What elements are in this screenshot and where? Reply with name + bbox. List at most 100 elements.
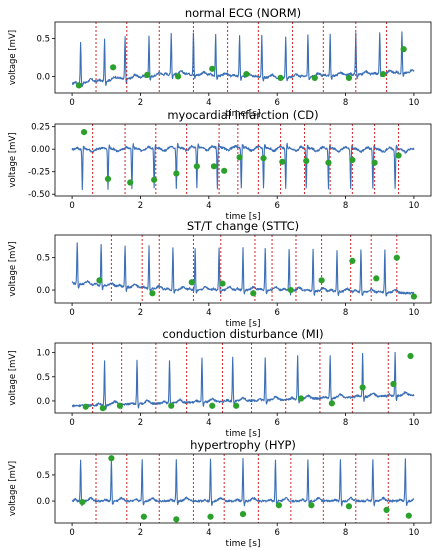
y-tick-label: -0.25 bbox=[28, 168, 50, 178]
plot-frame bbox=[54, 234, 432, 304]
x-tick-label: 10 bbox=[408, 308, 419, 318]
marker-point bbox=[275, 502, 282, 509]
marker-point bbox=[209, 65, 216, 72]
y-axis-label: voltage [mV] bbox=[8, 461, 18, 516]
marker-point bbox=[193, 163, 200, 170]
x-tick-label: 0 bbox=[69, 528, 74, 538]
x-tick-label: 6 bbox=[274, 418, 279, 428]
y-tick-label: 1.0 bbox=[36, 349, 50, 359]
marker-point bbox=[349, 156, 356, 164]
marker-point bbox=[96, 277, 103, 284]
y-tick-label: 0.0 bbox=[36, 72, 50, 82]
ecg-panel-2: myocardial infarction (CD) 0 2 4 6 8 10 0.25 0.0… bbox=[8, 108, 432, 222]
y-axis-label: voltage [mV] bbox=[8, 350, 18, 405]
marker-point bbox=[380, 71, 387, 78]
x-tick-label: 0 bbox=[69, 418, 74, 428]
marker-point bbox=[210, 163, 218, 170]
x-axis-label: time [s] bbox=[226, 212, 261, 222]
ecg-panel-5: hypertrophy (HYP) 0 2 4 6 8 10 0.5 0.0 time [s] vo… bbox=[8, 438, 432, 549]
x-tick-label: 10 bbox=[408, 98, 419, 108]
y-tick-label: 0.0 bbox=[36, 286, 50, 296]
panel-title: normal ECG (NORM) bbox=[185, 6, 301, 20]
marker-point bbox=[173, 516, 180, 523]
marker-point bbox=[173, 170, 180, 177]
marker-point bbox=[116, 402, 124, 409]
marker-point bbox=[410, 293, 418, 300]
panel-title: myocardial infarction (CD) bbox=[167, 108, 318, 122]
plot-frame bbox=[54, 123, 432, 197]
x-tick-label: 2 bbox=[138, 418, 143, 428]
marker-point bbox=[127, 179, 134, 186]
marker-point bbox=[207, 513, 214, 520]
marker-point bbox=[383, 506, 390, 514]
marker-point bbox=[104, 175, 112, 182]
x-tick-label: 6 bbox=[274, 201, 279, 211]
marker-point bbox=[328, 400, 335, 407]
marker-point bbox=[236, 154, 243, 161]
marker-point bbox=[168, 402, 175, 409]
marker-point bbox=[318, 277, 325, 284]
y-tick-label: 0.5 bbox=[36, 35, 50, 45]
plot-frame bbox=[54, 453, 432, 524]
x-tick-label: 6 bbox=[274, 308, 279, 318]
x-tick-label: 8 bbox=[343, 308, 348, 318]
marker-point bbox=[308, 502, 315, 509]
x-tick-label: 8 bbox=[343, 528, 348, 538]
marker-point bbox=[250, 290, 257, 297]
marker-point bbox=[373, 275, 380, 282]
marker-point bbox=[345, 74, 353, 81]
marker-point bbox=[108, 455, 115, 462]
x-tick-label: 4 bbox=[206, 201, 211, 211]
plot-frame bbox=[54, 342, 432, 414]
x-axis-label: time [s] bbox=[226, 109, 261, 119]
x-tick-label: 0 bbox=[69, 308, 74, 318]
y-tick-label: 0.25 bbox=[31, 123, 50, 133]
x-tick-label: 2 bbox=[138, 201, 143, 211]
marker-point bbox=[359, 384, 366, 391]
x-tick-label: 4 bbox=[206, 98, 211, 108]
x-tick-label: 10 bbox=[408, 528, 419, 538]
y-tick-label: 0.5 bbox=[36, 254, 50, 264]
marker-point bbox=[395, 152, 402, 159]
ecg-panel-4: conduction disturbance (MI) 0 2 4 6 8 10 0.0 0.5… bbox=[8, 327, 432, 439]
panel-title: hypertrophy (HYP) bbox=[190, 438, 296, 452]
marker-point bbox=[325, 159, 332, 166]
marker-point bbox=[110, 64, 117, 71]
marker-point bbox=[221, 167, 228, 174]
y-tick-label: 0.0 bbox=[36, 497, 50, 507]
marker-point bbox=[188, 279, 195, 286]
x-tick-label: 6 bbox=[274, 98, 279, 108]
x-tick-label: 4 bbox=[206, 418, 211, 428]
marker-point bbox=[260, 155, 267, 162]
marker-point bbox=[79, 498, 86, 506]
marker-point bbox=[298, 395, 305, 402]
marker-point bbox=[149, 290, 156, 297]
marker-point bbox=[209, 402, 216, 409]
ecg-signal bbox=[71, 458, 415, 507]
panel-title: ST/T change (STTC) bbox=[187, 219, 299, 233]
x-axis-label: time [s] bbox=[226, 539, 261, 549]
x-tick-label: 0 bbox=[69, 201, 74, 211]
x-tick-label: 2 bbox=[138, 528, 143, 538]
ecg-signal bbox=[71, 351, 415, 410]
ecg-panel-3: ST/T change (STTC) 0 2 4 6 8 10 0.0 0.5 time [s] v… bbox=[8, 219, 432, 329]
y-tick-label: -0.50 bbox=[28, 190, 50, 200]
plot-frame bbox=[54, 21, 432, 94]
marker-point bbox=[144, 71, 151, 78]
y-axis-label: voltage [mV] bbox=[8, 132, 18, 187]
ecg-panel-1: normal ECG (NORM) 0 2 4 6 8 10 0.0 0.5 time [s] vo… bbox=[8, 6, 432, 119]
x-axis-label: time [s] bbox=[226, 319, 261, 329]
x-tick-label: 4 bbox=[206, 528, 211, 538]
marker-point bbox=[400, 46, 407, 53]
x-tick-label: 10 bbox=[408, 201, 419, 211]
x-tick-label: 8 bbox=[343, 418, 348, 428]
x-tick-label: 6 bbox=[274, 528, 279, 538]
x-tick-label: 10 bbox=[408, 418, 419, 428]
y-tick-label: 0.5 bbox=[36, 471, 50, 481]
marker-point bbox=[345, 503, 353, 510]
marker-point bbox=[151, 176, 158, 183]
marker-point bbox=[390, 380, 397, 388]
x-tick-label: 8 bbox=[343, 201, 348, 211]
marker-point bbox=[407, 352, 414, 360]
